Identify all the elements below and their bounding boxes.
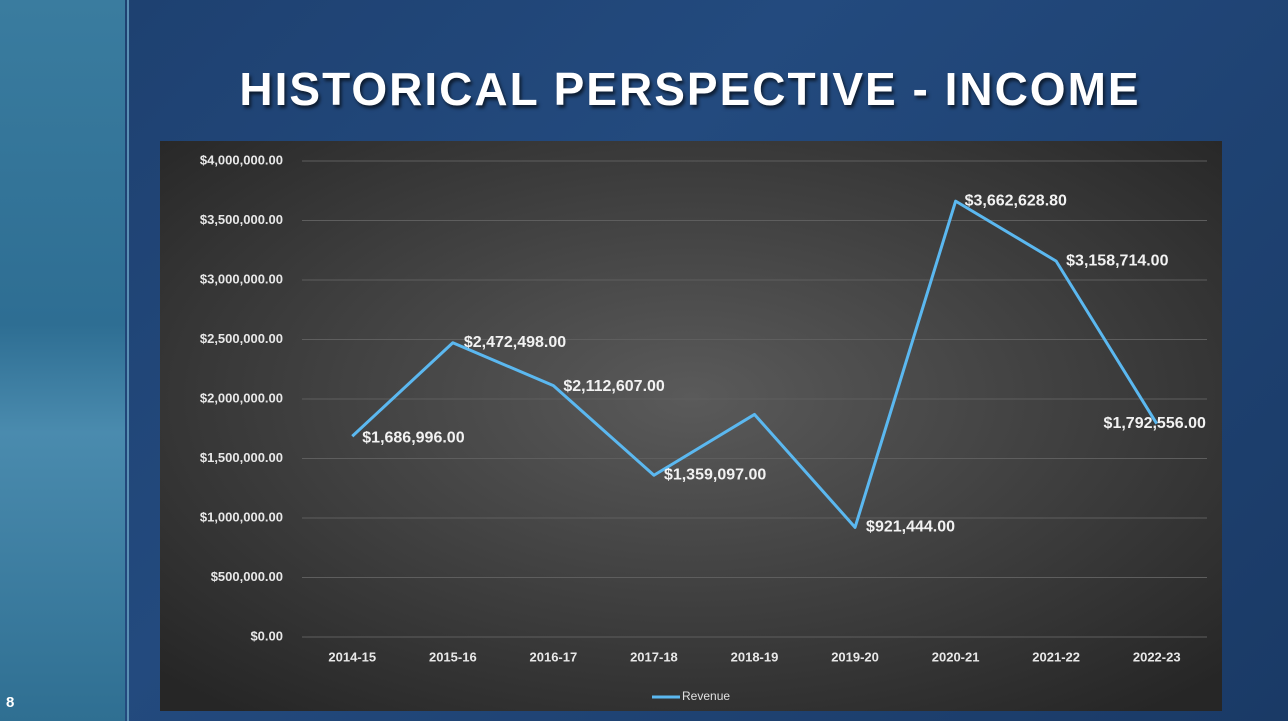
y-tick-label: $4,000,000.00: [200, 152, 283, 167]
x-tick-label: 2020-21: [932, 649, 980, 664]
x-tick-label: 2018-19: [731, 649, 779, 664]
data-label: $3,662,628.80: [965, 192, 1067, 209]
data-label: $1,359,097.00: [664, 466, 766, 483]
y-tick-label: $1,000,000.00: [200, 509, 283, 524]
y-tick-label: $2,500,000.00: [200, 331, 283, 346]
y-tick-label: $500,000.00: [211, 569, 283, 584]
data-label: $3,158,714.00: [1066, 252, 1168, 269]
x-tick-label: 2015-16: [429, 649, 477, 664]
y-tick-label: $1,500,000.00: [200, 450, 283, 465]
legend-label: Revenue: [682, 689, 730, 703]
y-tick-label: $3,500,000.00: [200, 212, 283, 227]
y-tick-label: $3,000,000.00: [200, 271, 283, 286]
data-label: $1,792,556.00: [1104, 415, 1206, 432]
data-label: $1,686,996.00: [362, 429, 464, 446]
x-tick-label: 2021-22: [1032, 649, 1080, 664]
x-tick-label: 2022-23: [1133, 649, 1181, 664]
data-label: $2,112,607.00: [563, 378, 665, 395]
chart-area: [160, 141, 1222, 711]
y-tick-label: $2,000,000.00: [200, 390, 283, 405]
data-label: $2,472,498.00: [464, 334, 566, 351]
slide: HISTORICAL PERSPECTIVE - INCOME 8 $0.00$…: [0, 0, 1288, 721]
x-tick-label: 2017-18: [630, 649, 678, 664]
data-label: $921,444.00: [866, 519, 955, 536]
x-tick-label: 2014-15: [328, 649, 376, 664]
x-tick-label: 2016-17: [530, 649, 578, 664]
x-tick-label: 2019-20: [831, 649, 879, 664]
chart: $0.00 $500,000.00 $1,000,000.00 $1,500,000.…: [0, 0, 1288, 721]
y-tick-label: $0.00: [250, 628, 283, 643]
